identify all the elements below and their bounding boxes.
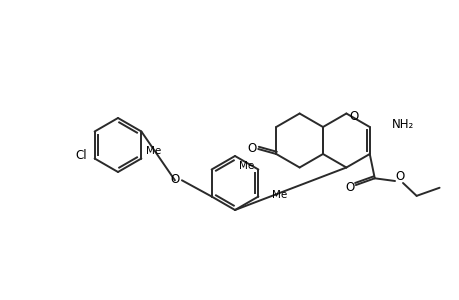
Text: Me: Me <box>239 161 254 171</box>
Text: O: O <box>247 142 256 155</box>
Text: Me: Me <box>272 190 287 200</box>
Text: Cl: Cl <box>75 149 86 162</box>
Text: O: O <box>349 110 358 123</box>
Text: NH₂: NH₂ <box>391 118 413 130</box>
Text: O: O <box>395 170 404 184</box>
Text: O: O <box>170 173 179 186</box>
Text: Me: Me <box>146 146 161 155</box>
Text: O: O <box>345 181 354 194</box>
